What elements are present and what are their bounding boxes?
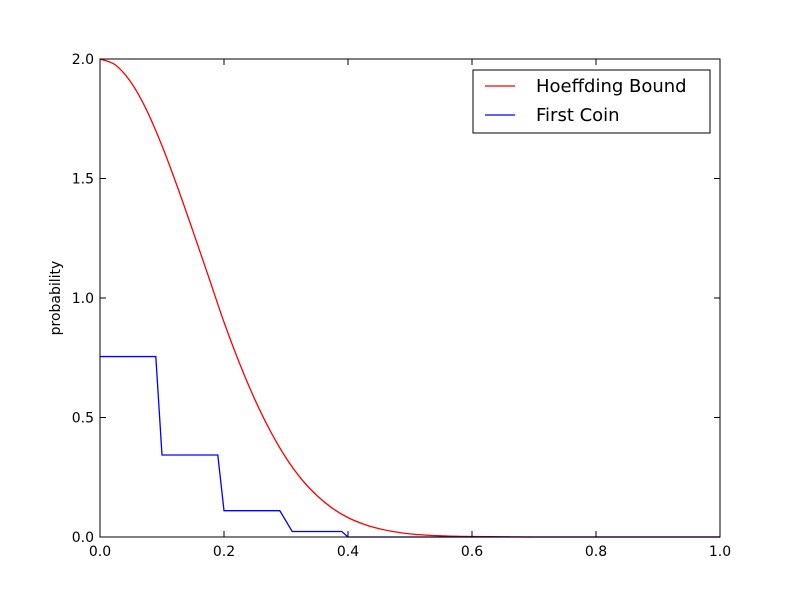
x-tick-label: 0.0 — [89, 544, 111, 560]
y-axis-label: probability — [48, 261, 64, 336]
y-tick-label: 2.0 — [72, 52, 94, 68]
legend-box — [472, 69, 711, 134]
x-tick-label: 1.0 — [709, 544, 731, 560]
legend: Hoeffding Bound First Coin — [472, 69, 711, 134]
series-line-2 — [100, 355, 720, 538]
legend-label-2: First Coin — [536, 105, 620, 126]
y-tick-label: 0.0 — [72, 530, 94, 546]
y-tick-label: 1.5 — [72, 172, 94, 188]
x-tick-label: 0.2 — [213, 544, 235, 560]
ticks-layer: 0.0 0.2 0.4 0.6 0.8 1.0 0.0 0.5 1.0 1.5 2.0 — [72, 52, 731, 560]
legend-label-1: Hoeffding Bound — [536, 76, 687, 97]
x-tick-label: 0.6 — [461, 544, 483, 560]
x-tick-label: 0.4 — [337, 544, 359, 560]
x-tick-label: 0.8 — [585, 544, 607, 560]
y-tick-label: 0.5 — [72, 411, 94, 427]
y-tick-label: 1.0 — [72, 291, 94, 307]
